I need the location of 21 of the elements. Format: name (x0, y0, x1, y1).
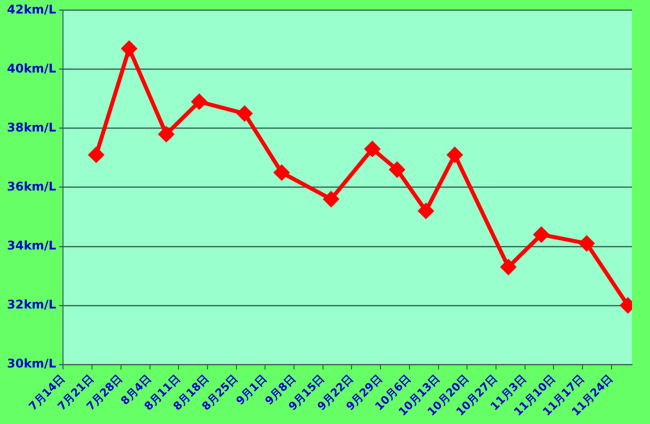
point (364, 141, 380, 156)
y-tick-label: 42km/L (6, 2, 57, 16)
point (122, 41, 137, 56)
y-tick-label: 30km/L (6, 356, 57, 371)
y-tick-label: 36km/L (6, 179, 57, 194)
point (324, 192, 339, 207)
point (447, 147, 462, 162)
y-tick-label: 38km/L (6, 120, 57, 134)
y-tick-label: 32km/L (6, 298, 57, 312)
point (418, 203, 434, 218)
point (390, 162, 405, 178)
y-tick-label: 34km/L (6, 238, 57, 252)
point (534, 227, 549, 242)
point (192, 94, 207, 110)
y-tick-label: 40km/L (6, 61, 57, 76)
point (500, 260, 516, 275)
point (274, 165, 290, 180)
point (237, 106, 252, 122)
point (88, 147, 104, 162)
point (579, 236, 594, 251)
point (158, 126, 174, 142)
